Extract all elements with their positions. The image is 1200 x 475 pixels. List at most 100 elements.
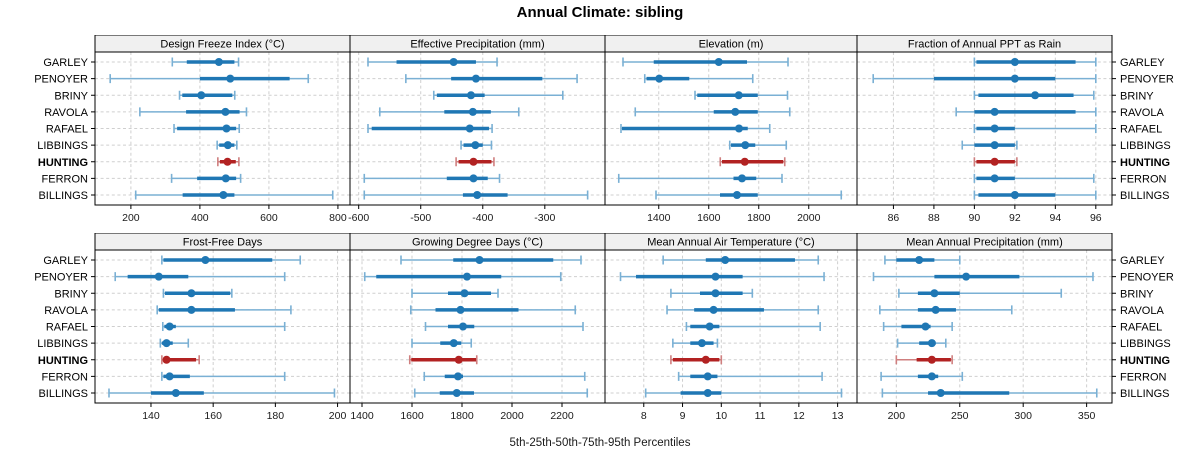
station-label-right-billings: BILLINGS [1120, 190, 1170, 202]
median-dot [471, 74, 480, 83]
whisker-rafael [161, 322, 286, 331]
whisker-garley [884, 255, 961, 265]
axis-tick-label: 96 [1090, 212, 1102, 224]
median-dot [930, 289, 939, 298]
panel-title: Frost-Free Days [183, 237, 263, 249]
whisker-ravola [634, 107, 791, 117]
panel-mean-annual-air-temperature-c: Mean Annual Air Temperature (°C) 8 9 10 11 12… [604, 233, 858, 422]
median-dot [927, 339, 936, 348]
station-label-left-billings: BILLINGS [38, 388, 88, 400]
whisker-ferron [677, 371, 823, 381]
median-dot [454, 355, 463, 364]
median-dot [460, 289, 469, 298]
median-dot [226, 74, 235, 83]
median-dot [154, 272, 163, 281]
median-dot [1031, 91, 1040, 100]
whisker-ravola [409, 305, 577, 315]
station-label-right-briny: BRINY [1120, 90, 1154, 102]
whisker-billings [134, 190, 334, 200]
median-dot [733, 191, 741, 199]
median-dot [990, 107, 999, 116]
axis-tick-label: 11 [755, 410, 766, 422]
median-dot [469, 174, 478, 183]
whisker-ferron [170, 173, 242, 183]
median-dot [740, 157, 749, 166]
median-dot [990, 157, 999, 166]
axis-tick-label: 1600 [697, 212, 721, 224]
median-dot [734, 91, 743, 100]
median-dot [921, 322, 930, 331]
whisker-billings [108, 388, 336, 398]
axis-tick-label: 300 [1014, 410, 1032, 422]
station-label-left-libbings: LIBBINGS [37, 140, 88, 152]
median-dot [456, 305, 465, 314]
whisker-ferron [617, 173, 783, 183]
whisker-rafael [973, 124, 1097, 133]
median-dot [711, 289, 720, 298]
median-dot [459, 322, 467, 331]
panel-mean-annual-precipitation-mm: Mean Annual Precipitation (mm) 200 250 300 3… [856, 233, 1113, 422]
axis-tick-label: 1400 [647, 212, 671, 224]
station-label-left-penoyer: PENOYER [34, 74, 88, 86]
panel-title: Mean Annual Air Temperature (°C) [647, 237, 814, 249]
whisker-ravola [378, 107, 520, 117]
whisker-hunting [973, 157, 1018, 167]
axis-tick-label: 9 [680, 410, 686, 422]
station-label-right-hunting: HUNTING [1120, 157, 1170, 169]
whisker-garley [973, 57, 1097, 67]
median-dot [703, 389, 712, 397]
station-label-right-ferron: FERRON [1120, 371, 1167, 383]
panel-design-freeze-index-c: Design Freeze Index (°C) 200 400 600 800 [94, 35, 351, 224]
whisker-briny [162, 288, 233, 298]
whisker-rafael [173, 124, 241, 133]
whisker-penoyer [872, 74, 1097, 84]
median-dot [1010, 191, 1019, 199]
whisker-rafael [620, 124, 771, 133]
panel-title: Effective Precipitation (mm) [410, 39, 544, 51]
axis-tick-label: 180 [267, 410, 285, 422]
station-label-left-hunting: HUNTING [38, 355, 88, 367]
station-label-left-garley: GARLEY [43, 57, 88, 69]
station-label-right-garley: GARLEY [1120, 57, 1165, 69]
whisker-garley [400, 255, 582, 265]
whisker-hunting [408, 355, 478, 365]
station-label-left-billings: BILLINGS [38, 190, 88, 202]
whisker-ravola [139, 107, 248, 117]
whisker-libbings [896, 338, 947, 348]
station-label-left-ravola: RAVOLA [44, 107, 88, 119]
median-dot [709, 305, 718, 314]
station-label-right-garley: GARLEY [1120, 255, 1165, 267]
whisker-hunting [455, 157, 495, 167]
trellis-row-bottom: GARLEY GARLEY PENOYER PENOYER BRINY BRINY RAVO… [34, 233, 1174, 422]
axis-tick-label: 2000 [500, 410, 524, 422]
axis-tick-label: 200 [329, 410, 347, 422]
median-dot [735, 124, 743, 133]
axis-tick-label: 200 [122, 212, 140, 224]
axis-tick-label: 92 [1009, 212, 1021, 224]
median-dot [731, 107, 740, 116]
median-dot [931, 305, 940, 314]
median-dot [468, 107, 477, 116]
station-label-right-libbings: LIBBINGS [1120, 338, 1171, 350]
median-dot [222, 124, 231, 133]
percentiles-caption: 5th-25th-50th-75th-95th Percentiles [509, 437, 691, 449]
median-dot [915, 256, 924, 264]
whisker-briny [898, 288, 1063, 298]
median-dot [463, 272, 471, 281]
station-label-left-ravola: RAVOLA [44, 305, 88, 317]
median-dot [473, 191, 482, 199]
median-dot [449, 58, 458, 66]
median-dot [711, 272, 720, 281]
panel-title: Mean Annual Precipitation (mm) [906, 237, 1063, 249]
median-dot [936, 389, 945, 397]
whisker-hunting [161, 355, 200, 365]
axis-tick-label: 200 [888, 410, 906, 422]
whisker-hunting [217, 157, 240, 167]
whisker-libbings [460, 140, 493, 150]
panel-header [856, 233, 1113, 251]
station-label-left-ferron: FERRON [42, 371, 89, 383]
station-label-left-briny: BRINY [54, 288, 88, 300]
median-dot [738, 174, 746, 183]
median-dot [465, 124, 474, 133]
whisker-ferron [161, 371, 286, 381]
